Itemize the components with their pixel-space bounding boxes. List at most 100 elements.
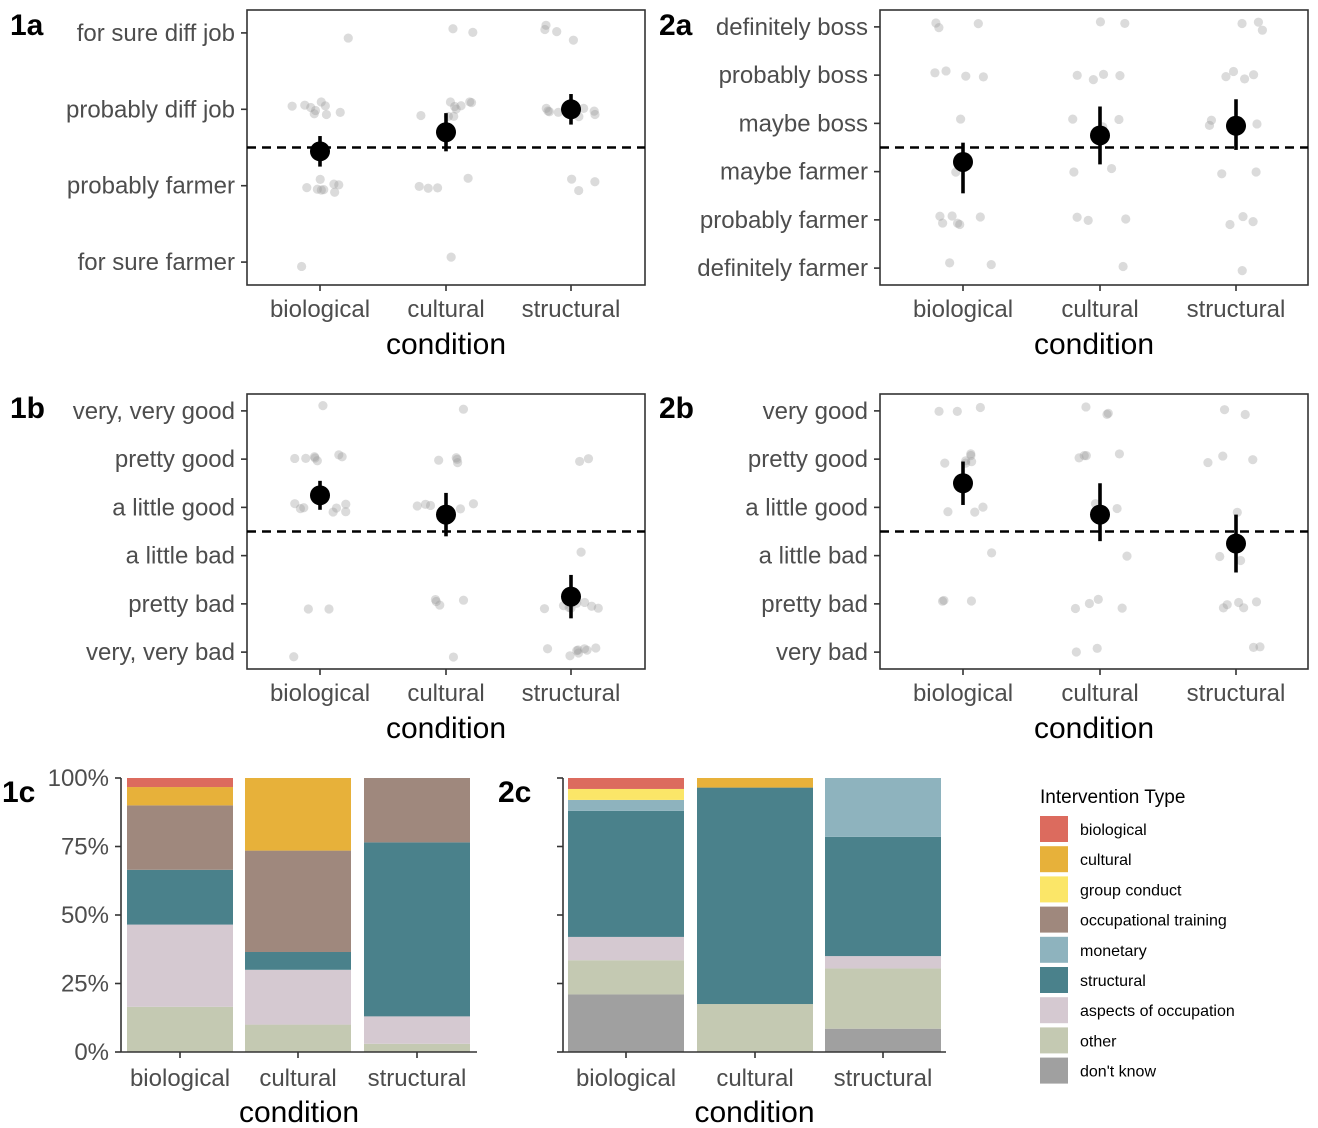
data-point	[1068, 114, 1078, 124]
data-point	[331, 503, 342, 513]
data-point	[1237, 266, 1247, 276]
data-point	[539, 604, 550, 614]
panel-2a: 2a definitely farmer probably farmer maybe …	[659, 9, 1309, 361]
data-point	[1239, 74, 1250, 84]
data-point	[945, 258, 955, 268]
data-point	[451, 104, 461, 114]
data-point	[938, 218, 948, 228]
data-point	[455, 504, 466, 514]
bar-segment-other	[245, 1024, 351, 1052]
data-point	[412, 501, 422, 511]
data-point	[458, 404, 469, 414]
y-tick-label: pretty bad	[128, 591, 235, 618]
x-tick-label: cultural	[1061, 296, 1138, 323]
legend-label: occupational training	[1080, 913, 1227, 930]
bar-segment-occupational-training	[364, 778, 470, 843]
bar-segment-cultural	[245, 778, 351, 851]
legend-swatch	[1040, 876, 1068, 903]
y-tick-label: pretty good	[115, 446, 235, 473]
data-point	[986, 259, 996, 270]
data-point	[434, 455, 444, 465]
data-point	[1112, 503, 1122, 514]
data-point	[1253, 17, 1264, 27]
y-tick-label: maybe farmer	[720, 159, 868, 186]
x-axis-title: condition	[239, 1096, 359, 1128]
mean-point	[1226, 115, 1246, 136]
data-point	[1203, 457, 1213, 468]
legend-label: structural	[1080, 973, 1146, 990]
data-point	[312, 184, 322, 194]
data-point	[329, 179, 339, 189]
data-point	[453, 458, 463, 468]
data-point	[309, 452, 320, 462]
data-point	[575, 456, 585, 467]
bar-segment-group-conduct	[568, 788, 684, 800]
data-point	[952, 218, 963, 228]
data-point	[934, 406, 944, 416]
legend-label: biological	[1080, 822, 1147, 839]
data-point	[1217, 169, 1227, 179]
panel-1b: 1b very, very bad pretty bad a little bad a …	[10, 392, 646, 745]
data-point	[587, 601, 597, 611]
bar-segment-other	[825, 968, 941, 1029]
y-tick-label: pretty bad	[761, 591, 868, 618]
data-point	[1238, 211, 1248, 222]
data-point	[1079, 451, 1089, 461]
data-point	[445, 97, 456, 107]
data-point	[330, 187, 340, 197]
data-point	[1114, 449, 1125, 459]
mean-point	[310, 141, 330, 162]
data-point	[334, 180, 344, 190]
x-axis-title: condition	[1034, 712, 1154, 745]
x-tick-label: structural	[522, 296, 621, 323]
bar-segment-aspects-of-occupation	[364, 1016, 470, 1044]
data-point	[573, 648, 584, 658]
data-point	[446, 252, 456, 262]
data-point	[973, 19, 983, 29]
data-point	[1120, 18, 1130, 29]
legend-label: aspects of occupation	[1080, 1003, 1235, 1020]
y-tick-label: a little bad	[126, 543, 235, 570]
data-point	[975, 402, 985, 413]
panel-label: 1c	[2, 776, 35, 809]
data-point	[590, 109, 600, 120]
bar-segment-other	[697, 1004, 813, 1052]
y-tick-label: very bad	[776, 639, 868, 666]
data-point	[1218, 603, 1229, 613]
data-point	[343, 33, 353, 43]
data-point	[1103, 408, 1113, 418]
data-point	[1071, 647, 1081, 657]
y-tick-label: 0%	[74, 1039, 109, 1066]
x-tick-label: biological	[130, 1065, 230, 1092]
x-tick-label: biological	[576, 1065, 676, 1092]
legend-title: Intervention Type	[1040, 787, 1185, 808]
legend-label: monetary	[1080, 943, 1147, 960]
data-point	[565, 651, 575, 661]
data-point	[335, 107, 345, 118]
x-axis-title: condition	[386, 712, 506, 745]
bar-segment-structural	[364, 842, 470, 1017]
data-point	[1237, 18, 1247, 29]
data-point	[448, 24, 458, 34]
data-point	[1248, 70, 1259, 80]
data-point	[573, 645, 583, 655]
x-tick-label: cultural	[1061, 680, 1138, 707]
mean-point	[953, 151, 973, 172]
x-tick-label: cultural	[407, 296, 484, 323]
x-tick-label: biological	[270, 296, 370, 323]
data-point	[961, 71, 971, 81]
data-point	[1074, 453, 1084, 463]
data-point	[1118, 261, 1128, 272]
bar-segment-biological	[568, 778, 684, 789]
legend-swatch	[1040, 967, 1068, 993]
data-point	[334, 450, 344, 460]
bar-segment-aspects-of-occupation	[245, 969, 351, 1025]
data-point	[1106, 163, 1117, 174]
data-point	[967, 457, 977, 467]
data-point	[452, 454, 462, 464]
bar-segment-aspects-of-occupation	[127, 924, 233, 1007]
bar-segment-occupational-training	[245, 850, 351, 952]
legend-swatch	[1040, 906, 1068, 933]
x-tick-label: cultural	[259, 1065, 336, 1092]
panel-label: 2b	[659, 392, 694, 425]
